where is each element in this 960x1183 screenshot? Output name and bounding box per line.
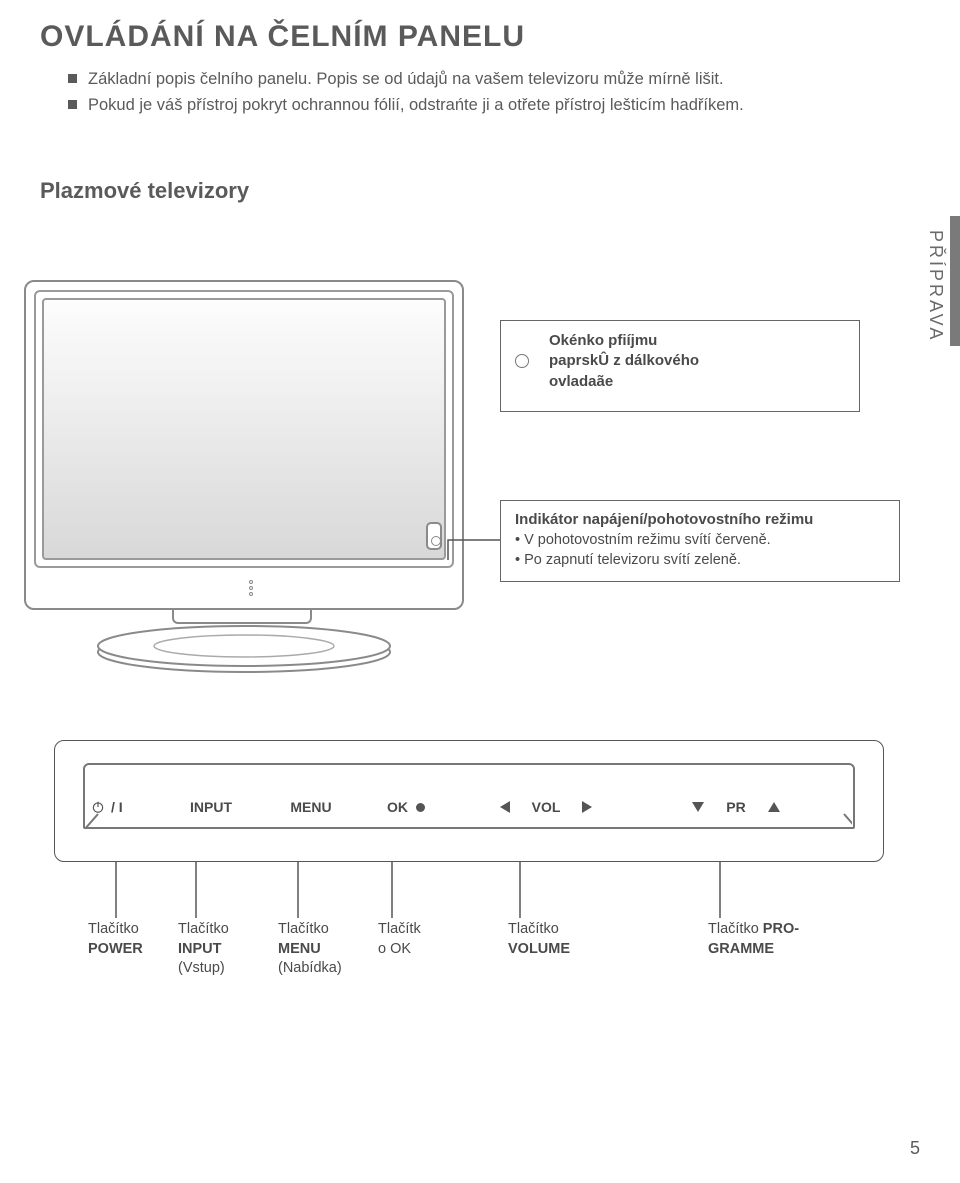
ir-callout-l2: paprskÛ z dálkového [549,352,699,369]
desc-prog-l2: GRAMME [708,941,774,957]
ok-button[interactable]: OK [361,799,451,815]
front-panel-box: / I INPUT MENU OK VOL PR [54,740,884,862]
desc-ok-l1: Tlačítk [378,921,421,937]
panel-labels: / I INPUT MENU OK VOL PR [83,799,855,815]
power-button[interactable]: / I [91,799,161,815]
ir-callout-l3: ovladaãe [549,373,613,390]
desc-power-l1: Tlačítko [88,921,139,937]
desc-menu-l1: Tlačítko [278,921,329,937]
volume-buttons[interactable]: VOL [451,799,641,815]
desc-input-l1: Tlačítko [178,921,229,937]
desc-menu-l2: MENU [278,941,321,957]
bullet-square [68,100,77,109]
bullet-square [68,74,77,83]
menu-label: MENU [290,799,331,815]
desc-prog-l1b: PRO- [763,921,799,937]
triangle-up-icon [768,802,780,812]
intro-bullet-2: Pokud je váš přístroj pokryt ochrannou f… [88,96,744,114]
desc-vol-l1: Tlačítko [508,921,559,937]
power-label: / I [111,799,123,815]
triangle-left-icon [500,801,510,813]
triangle-right-icon [582,801,592,813]
page-number: 5 [910,1138,920,1159]
desc-menu-l3: (Nabídka) [278,960,342,976]
desc-input-l2: INPUT [178,941,222,957]
ir-sensor-icon [426,522,442,550]
triangle-down-icon [692,802,704,812]
desc-power-l2: POWER [88,941,143,957]
input-button[interactable]: INPUT [161,799,261,815]
menu-button[interactable]: MENU [261,799,361,815]
page-title: OVLÁDÁNÍ NA ČELNÍM PANELU [40,20,910,54]
led-icon [515,354,529,368]
desc-vol-l2: VOLUME [508,941,570,957]
section-heading: Plazmové televizory [40,178,910,204]
side-tab [950,216,960,346]
intro-bullet-1: Základní popis čelního panelu. Popis se … [88,70,724,88]
power-led-callout: Indikátor napájení/pohotovostního režimu… [500,500,900,582]
intro-bullets: Základní popis čelního panelu. Popis se … [68,68,910,118]
button-descriptors: Tlačítko POWER Tlačítko INPUT (Vstup) Tl… [88,920,888,979]
ok-label: OK [387,799,408,815]
power-callout-l2: • Po zapnutí televizoru svítí zeleně. [515,550,885,570]
power-callout-heading: Indikátor napájení/pohotovostního režimu [515,511,885,528]
tv-illustration [24,280,484,690]
pr-label: PR [726,799,745,815]
input-label: INPUT [190,799,232,815]
power-callout-l1: • V pohotovostním režimu svítí červeně. [515,530,885,550]
ir-callout-l1: Okénko pfiíjmu [549,332,657,349]
power-icon [91,800,105,814]
side-tab-label: PŘÍPRAVA [925,230,946,342]
programme-buttons[interactable]: PR [641,799,831,815]
ir-callout: Okénko pfiíjmu paprskÛ z dálkového ovlad… [500,320,860,412]
desc-input-l3: (Vstup) [178,960,225,976]
desc-ok-l2a: o OK [378,941,411,957]
front-panel-bar [83,763,855,829]
vol-label: VOL [532,799,561,815]
ok-dot-icon [416,803,425,812]
desc-prog-l1a: Tlačítko [708,921,763,937]
